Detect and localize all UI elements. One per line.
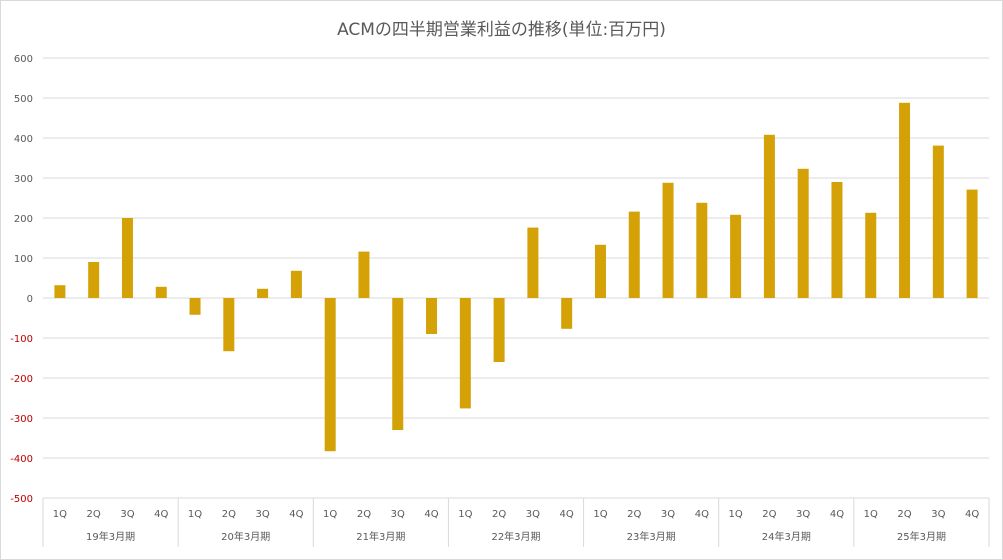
- x-tick-label: 4Q: [965, 509, 979, 520]
- bar: [966, 189, 978, 298]
- y-tick-label: 600: [14, 54, 33, 65]
- x-tick-label: 2Q: [762, 509, 776, 520]
- y-tick-label: -100: [10, 334, 33, 345]
- x-tick-label: 4Q: [830, 509, 844, 520]
- x-tick-label: 4Q: [560, 509, 574, 520]
- x-tick-label: 2Q: [357, 509, 371, 520]
- x-tick-label: 2Q: [492, 509, 506, 520]
- x-tick-label: 1Q: [458, 509, 472, 520]
- bar: [392, 298, 404, 430]
- group-label: 22年3月期: [491, 530, 540, 543]
- y-tick-label: 100: [14, 254, 33, 265]
- group-label: 21年3月期: [356, 530, 405, 543]
- bar: [899, 102, 911, 298]
- bar: [628, 211, 640, 298]
- bar: [594, 244, 606, 298]
- bar: [155, 286, 167, 298]
- bar: [527, 227, 539, 298]
- chart-title: ACMの四半期営業利益の推移(単位:百万円): [337, 20, 666, 40]
- bar: [459, 298, 471, 409]
- x-tick-label: 2Q: [222, 509, 236, 520]
- bar: [561, 298, 573, 329]
- bar: [932, 145, 944, 298]
- x-tick-label: 3Q: [661, 509, 675, 520]
- x-tick-label: 2Q: [897, 509, 911, 520]
- bar: [223, 298, 235, 352]
- x-tick-label: 1Q: [728, 509, 742, 520]
- y-tick-label: 400: [14, 134, 33, 145]
- x-tick-label: 1Q: [593, 509, 607, 520]
- x-tick-label: 4Q: [154, 509, 168, 520]
- bar: [257, 288, 269, 298]
- x-tick-label: 1Q: [53, 509, 67, 520]
- x-tick-label: 3Q: [526, 509, 540, 520]
- bar: [696, 202, 708, 298]
- bar: [358, 251, 370, 298]
- y-tick-label: 200: [14, 214, 33, 225]
- y-tick-label: 0: [27, 294, 33, 305]
- y-tick-label: -500: [10, 494, 33, 505]
- bar: [189, 298, 201, 315]
- x-tick-label: 4Q: [289, 509, 303, 520]
- bar: [797, 168, 809, 298]
- bar: [763, 134, 775, 298]
- y-tick-label: -400: [10, 454, 33, 465]
- bar: [865, 212, 877, 298]
- x-tick-label: 3Q: [255, 509, 269, 520]
- y-tick-label: -200: [10, 374, 33, 385]
- y-tick-label: -300: [10, 414, 33, 425]
- bar: [88, 262, 100, 298]
- bar: [831, 182, 843, 298]
- group-label: 19年3月期: [86, 530, 135, 543]
- x-tick-label: 3Q: [796, 509, 810, 520]
- group-label: 25年3月期: [897, 530, 946, 543]
- bar: [426, 298, 438, 334]
- group-label: 24年3月期: [762, 530, 811, 543]
- x-tick-label: 4Q: [695, 509, 709, 520]
- x-tick-label: 3Q: [120, 509, 134, 520]
- bar: [730, 214, 742, 298]
- x-tick-label: 1Q: [188, 509, 202, 520]
- bar: [324, 298, 336, 452]
- x-tick-label: 1Q: [864, 509, 878, 520]
- bar: [493, 298, 505, 362]
- group-label: 23年3月期: [627, 530, 676, 543]
- bar: [662, 182, 674, 298]
- y-tick-label: 500: [14, 94, 33, 105]
- x-tick-label: 1Q: [323, 509, 337, 520]
- x-tick-label: 2Q: [87, 509, 101, 520]
- bar: [54, 285, 66, 298]
- y-tick-label: 300: [14, 174, 33, 185]
- x-tick-label: 3Q: [391, 509, 405, 520]
- x-tick-label: 3Q: [931, 509, 945, 520]
- bar: [290, 270, 302, 298]
- group-label: 20年3月期: [221, 530, 270, 543]
- x-tick-label: 2Q: [627, 509, 641, 520]
- bar: [121, 218, 133, 298]
- x-tick-label: 4Q: [424, 509, 438, 520]
